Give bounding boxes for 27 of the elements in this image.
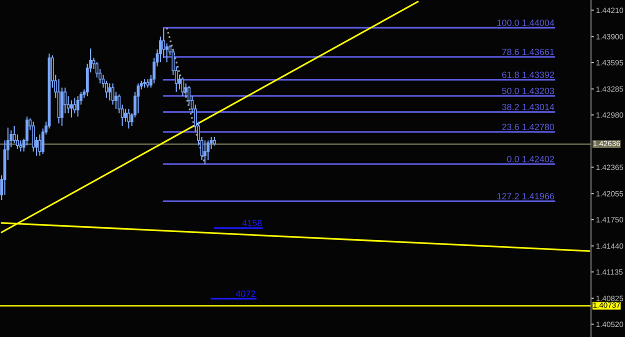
candlestick bbox=[76, 96, 80, 118]
series-label: 38.2 1.43014 bbox=[502, 104, 554, 110]
series-label: 4072 bbox=[236, 290, 256, 297]
candlestick bbox=[111, 82, 114, 106]
candlestick bbox=[64, 87, 67, 114]
candlestick bbox=[178, 74, 181, 90]
series-label: 127.2 1.41966 bbox=[497, 193, 554, 200]
candlestick bbox=[124, 108, 127, 122]
candlestick bbox=[114, 91, 118, 110]
series-label: 78.6 1.43661 bbox=[502, 48, 554, 56]
candlestick bbox=[162, 28, 166, 58]
candlestick bbox=[206, 140, 210, 161]
series-label: 0.0 1.42402 bbox=[507, 156, 554, 162]
candlestick bbox=[181, 76, 184, 97]
candlestick bbox=[70, 100, 73, 118]
candlestick bbox=[165, 42, 168, 63]
series-label: 100.0 1.44004 bbox=[497, 20, 554, 26]
candlestick bbox=[108, 82, 112, 101]
candlestick bbox=[127, 108, 130, 130]
candlestick bbox=[32, 121, 35, 152]
candlestick bbox=[203, 140, 206, 165]
series-label: 61.8 1.43392 bbox=[502, 72, 554, 78]
series-label: 50.0 1.43203 bbox=[502, 88, 554, 94]
candlestick bbox=[73, 97, 76, 114]
series-label: 23.6 1.42780 bbox=[502, 124, 554, 130]
candlestick bbox=[184, 82, 188, 98]
series-label: 4158 bbox=[242, 220, 262, 226]
